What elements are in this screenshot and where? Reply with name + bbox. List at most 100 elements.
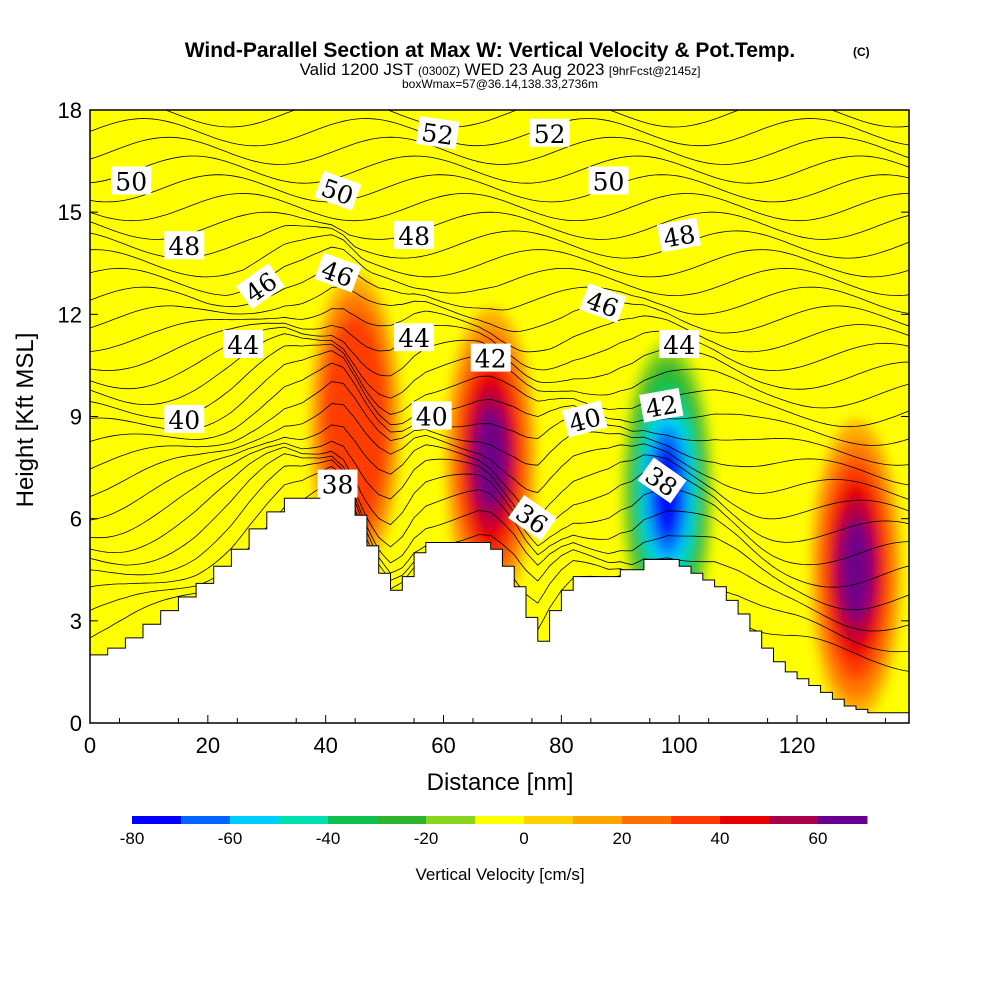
colorbar-segment — [181, 816, 231, 824]
axes: 0 20 40 60 80 100 120 0 3 6 9 12 15 18 — [58, 98, 909, 758]
contour-label-42: 42 — [639, 388, 684, 424]
contour-label-40: 40 — [411, 401, 452, 432]
theta-contour-line — [90, 453, 909, 588]
contour-label-box — [579, 283, 627, 324]
terrain-mask — [90, 484, 909, 723]
colorbar-label: Vertical Velocity [cm/s] — [415, 865, 584, 884]
y-tick-label: 18 — [58, 98, 82, 123]
contour-label-48: 48 — [656, 217, 702, 254]
contour-label-44: 44 — [394, 323, 435, 353]
contour-label-box — [223, 330, 264, 358]
colorbar-segment — [132, 816, 182, 824]
x-tick-label: 80 — [549, 733, 573, 758]
colorbar-segment — [818, 816, 868, 824]
contour-label-box — [529, 118, 570, 147]
contour-label-box — [235, 263, 285, 310]
colorbar-tick-label: -40 — [316, 829, 341, 848]
theta-contour-line — [90, 174, 909, 203]
theta-contour-line — [90, 155, 909, 184]
subtitle-fcst: [9hrFcst@2145z] — [609, 64, 701, 78]
contour-label-44: 44 — [223, 330, 264, 360]
theta-contour-line — [90, 446, 909, 566]
y-tick-label: 9 — [70, 405, 82, 430]
contour-label-text: 52 — [534, 120, 566, 149]
colorbar-tick-label: -80 — [120, 829, 145, 848]
theta-contour-line — [90, 192, 909, 222]
x-tick-label: 60 — [431, 733, 455, 758]
y-axis-label: Height [Kft MSL] — [12, 333, 39, 508]
contour-label-box — [561, 400, 608, 438]
subtitle-date: WED 23 Aug 2023 — [465, 60, 605, 79]
contour-label-box — [314, 252, 362, 293]
contour-label-48: 48 — [394, 221, 435, 251]
x-tick-label: 0 — [84, 733, 96, 758]
theta-contour-line — [90, 308, 909, 353]
plot-area — [90, 110, 909, 723]
theta-contour-line — [90, 440, 909, 543]
colorbar-segment — [524, 816, 574, 824]
contour-label-50: 50 — [588, 166, 629, 197]
contour-label-52: 52 — [415, 116, 460, 151]
contour-label-box — [111, 166, 152, 195]
contour-label-box — [637, 457, 687, 504]
contour-label-box — [639, 388, 684, 423]
colorbar-segment — [230, 816, 280, 824]
theta-contour-line — [90, 234, 909, 278]
contour-label-box — [394, 323, 435, 352]
contour-label-text: 38 — [322, 471, 354, 500]
colorbar-segment — [573, 816, 623, 824]
chart-title: Wind-Parallel Section at Max W: Vertical… — [185, 39, 796, 62]
contour-label-44: 44 — [659, 330, 700, 360]
contour-label-52: 52 — [529, 118, 570, 149]
theta-contour-line — [90, 381, 909, 486]
contour-label-box — [314, 170, 362, 211]
theta-contour-line — [90, 362, 909, 466]
contour-label-50: 50 — [111, 166, 152, 197]
colorbar-segment — [426, 816, 476, 824]
x-tick-label: 120 — [779, 733, 816, 758]
colorbar-segment — [475, 816, 525, 824]
chart-subtitle-box: boxWmax=57@36.14,138.33,2736m — [402, 77, 598, 91]
colorbar-tick-label: 0 — [519, 829, 528, 848]
theta-contour-line — [164, 110, 909, 128]
y-tick-label: 0 — [70, 711, 82, 736]
colorbar-tick-label: -20 — [414, 829, 439, 848]
x-tick-label: 20 — [196, 733, 220, 758]
contour-label-text: 40 — [416, 403, 448, 432]
theta-contour-line — [90, 424, 909, 521]
contour-label-text: 48 — [661, 219, 697, 253]
theta-contour-line — [90, 136, 909, 165]
velocity-field-shading — [310, 273, 901, 720]
contour-label-box — [164, 231, 205, 260]
theta-contour-line — [90, 246, 909, 297]
contour-label-40: 40 — [164, 404, 205, 435]
contour-label-text: 52 — [420, 118, 456, 151]
y-tick-label: 15 — [58, 200, 82, 225]
colorbar-segment — [377, 816, 427, 824]
theta-contour-line — [90, 350, 909, 446]
contour-label-box — [659, 330, 700, 358]
contour-label-text: 48 — [398, 222, 430, 251]
contour-label-38: 38 — [317, 469, 358, 500]
x-axis-label: Distance [nm] — [427, 769, 574, 796]
chart-title-mark: (C) — [853, 45, 870, 59]
contour-label-42: 42 — [470, 343, 511, 374]
colorbar-segment — [622, 816, 672, 824]
contour-label-text: 44 — [663, 331, 695, 360]
colorbar: -80 -60 -40 -20 0 20 40 60 — [120, 816, 868, 848]
y-tick-label: 12 — [58, 302, 82, 327]
contour-label-text: 44 — [398, 324, 430, 353]
contour-label-text: 42 — [475, 345, 507, 374]
theta-contour-line — [90, 459, 909, 610]
colorbar-tick-label: -60 — [218, 829, 243, 848]
colorbar-segment — [769, 816, 819, 824]
contour-label-text: 48 — [168, 232, 200, 261]
x-tick-label: 100 — [661, 733, 698, 758]
colorbar-tick-label: 60 — [809, 829, 828, 848]
contour-label-box — [470, 343, 511, 372]
contour-label-text: 44 — [227, 331, 259, 360]
colorbar-tick-label: 20 — [613, 829, 632, 848]
y-tick-label: 3 — [70, 609, 82, 634]
contour-label-box — [588, 166, 629, 195]
